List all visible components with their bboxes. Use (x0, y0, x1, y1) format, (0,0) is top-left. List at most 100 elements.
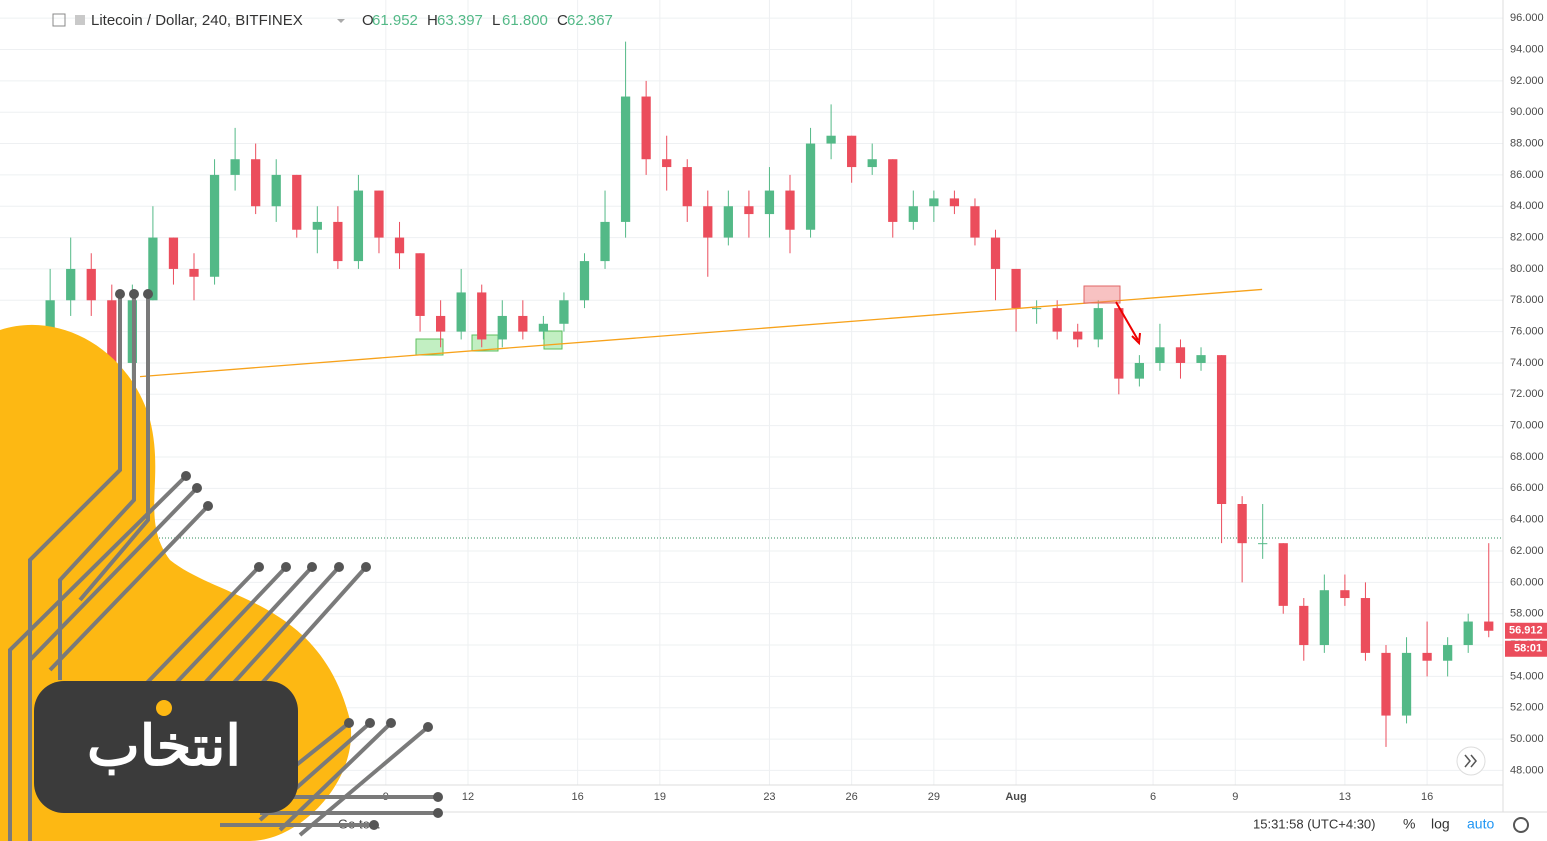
candle-body (559, 300, 569, 324)
candle-body (86, 268, 96, 301)
x-tick-label: 23 (763, 791, 775, 803)
candle-body (1196, 355, 1206, 363)
y-tick-label: 74.000 (1510, 357, 1544, 369)
y-tick-label: 72.000 (1510, 388, 1544, 400)
candle-body (1484, 621, 1494, 631)
y-tick-label: 66.000 (1510, 482, 1544, 494)
candle-body (723, 206, 733, 238)
x-tick-label: 6 (1150, 791, 1156, 803)
candle-body (1422, 652, 1432, 661)
candle-body (1299, 605, 1309, 646)
highlight-box (543, 330, 563, 350)
y-tick-label: 60.000 (1510, 576, 1544, 588)
logo-text: انتخاب (87, 714, 241, 777)
x-tick-label: 16 (1421, 791, 1433, 803)
legend-header: Litecoin / Dollar, 240, BITFINEX O61.952… (52, 12, 613, 29)
ohlc-key: O (362, 12, 374, 29)
highlight-box (415, 338, 444, 356)
x-tick-label: 29 (928, 791, 940, 803)
y-tick-label: 58.000 (1510, 608, 1544, 620)
candle-body (497, 315, 507, 340)
y-tick-label: 54.000 (1510, 670, 1544, 682)
candle-body (847, 135, 857, 168)
scroll-icon (1464, 754, 1477, 768)
candle-body (333, 221, 343, 262)
candle-body (662, 159, 672, 168)
candle-body (970, 206, 980, 238)
candle-body (826, 135, 836, 144)
y-tick-label: 52.000 (1510, 702, 1544, 714)
ohlc-key: C (557, 12, 568, 29)
x-tick-label: 9 (1232, 791, 1238, 803)
candle-body (45, 300, 55, 332)
ohlc-value: 61.800 (502, 12, 548, 29)
ohlc-key: L (492, 12, 500, 29)
candle-body (230, 159, 240, 175)
dropdown-arrow (337, 19, 345, 23)
candle-body (1360, 598, 1371, 653)
candle-body (785, 190, 795, 230)
highlight-box (1083, 285, 1121, 304)
candle-body (168, 237, 179, 269)
y-tick-label: 76.000 (1510, 326, 1544, 338)
candle-body (1155, 347, 1165, 363)
candle-body (353, 190, 364, 262)
candle-body (703, 206, 713, 238)
settings-icon[interactable] (1513, 817, 1529, 833)
y-tick-label: 96.000 (1510, 12, 1544, 24)
y-tick-label: 70.000 (1510, 420, 1544, 432)
candle-body (1093, 308, 1103, 340)
candle-body (292, 174, 302, 230)
candle-body (1237, 504, 1247, 544)
candle-body (436, 315, 446, 332)
candle-body (764, 190, 775, 215)
y-tick-label: 48.000 (1510, 764, 1544, 776)
x-tick-label: 26 (846, 791, 858, 803)
last-price-badge (1505, 622, 1547, 639)
x-tick-label: 19 (654, 791, 666, 803)
logo-coin (156, 700, 172, 716)
chart-title: Litecoin / Dollar, 240, BITFINEX (91, 12, 303, 29)
log-toggle[interactable]: log (1431, 816, 1450, 832)
candle-body (251, 159, 261, 207)
candle-body (312, 221, 322, 230)
axes: 96.000 94.000 92.000 90.000 88.000 86.000 84.0… (383, 12, 1547, 803)
y-tick-label: 88.000 (1510, 137, 1544, 149)
candle-body (641, 96, 651, 160)
last-price-label: 56.912 (1509, 625, 1543, 637)
candle-body (1011, 268, 1021, 309)
grid (0, 0, 1503, 785)
y-tick-label: 92.000 (1510, 75, 1544, 87)
trendline (139, 288, 1263, 378)
arrow-head (1131, 332, 1141, 346)
candle-body (1340, 590, 1350, 599)
candle-body (579, 261, 590, 301)
candle-body (1216, 355, 1227, 505)
candle-body (415, 253, 425, 316)
candle-body (744, 206, 754, 215)
y-tick-label: 62.000 (1510, 545, 1544, 557)
candle-body (888, 159, 898, 222)
candle-body (1175, 347, 1186, 363)
symbol-icon (75, 15, 85, 25)
candle-body (1278, 543, 1288, 606)
x-tick-label: 16 (572, 791, 584, 803)
candle-body (949, 198, 960, 207)
ohlc-value: 63.397 (437, 12, 483, 29)
y-tick-label: 64.000 (1510, 514, 1544, 526)
candle-body (518, 315, 528, 332)
expand-icon[interactable] (52, 13, 66, 27)
candle-body (1031, 308, 1042, 310)
auto-toggle[interactable]: auto (1467, 816, 1494, 832)
scroll-button[interactable] (1456, 746, 1486, 776)
percent-toggle[interactable]: % (1403, 816, 1415, 832)
candle-body (929, 198, 939, 207)
y-tick-label: 94.000 (1510, 43, 1544, 55)
circuit-nodes (115, 289, 443, 830)
y-tick-label: 78.000 (1510, 294, 1544, 306)
candle-body (538, 323, 549, 332)
y-tick-label: 86.000 (1510, 169, 1544, 181)
candle-body (1443, 645, 1453, 661)
